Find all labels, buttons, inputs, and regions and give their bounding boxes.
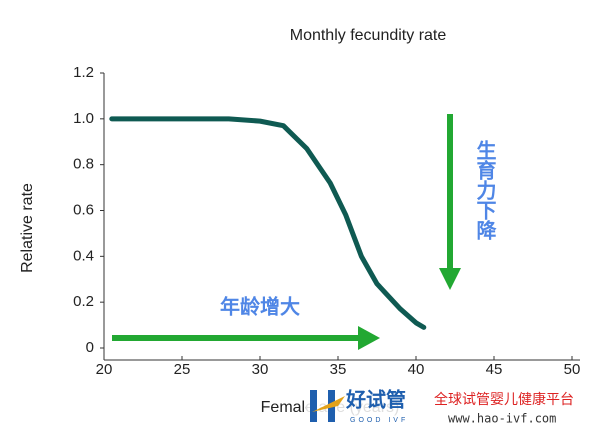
arrow-shaft [112, 335, 362, 341]
watermark-url: www.hao-ivf.com [448, 412, 556, 426]
x-tick-label: 45 [486, 361, 503, 378]
chart-title: Monthly fecundity rate [290, 27, 447, 44]
y-tick-label: 0.6 [73, 201, 94, 218]
watermark-bg [306, 392, 600, 428]
x-tick-label: 20 [96, 361, 113, 378]
watermark-logo [306, 390, 600, 428]
x-tick-label: 35 [330, 361, 347, 378]
y-tick-label: 0.4 [73, 247, 94, 264]
arrow-shaft [447, 114, 453, 274]
arrow-head [358, 326, 380, 350]
data-line [109, 116, 427, 330]
x-tick-label: 40 [408, 361, 425, 378]
x-tick-label: 30 [252, 361, 269, 378]
logo-bar [310, 390, 317, 422]
y-tick-label: 1.2 [73, 64, 94, 81]
x-tick-label: 25 [174, 361, 191, 378]
logo-swoosh [312, 396, 345, 412]
arrows [112, 114, 461, 350]
annotation: 年龄增大 [220, 295, 300, 319]
watermark-brand-en: GOOD IVF [350, 417, 408, 424]
y-tick-label: 0.2 [73, 293, 94, 310]
watermark-slogan: 全球试管婴儿健康平台 [434, 391, 574, 408]
y-tick-label: 1.0 [73, 110, 94, 127]
y-axis-label: Relative rate [19, 183, 36, 273]
annotation: 生育力下降 [473, 140, 497, 241]
arrow-head [439, 268, 461, 290]
y-tick-label: 0 [86, 339, 94, 356]
watermark-brand: 好试管 [345, 388, 406, 412]
x-tick-label: 50 [564, 361, 581, 378]
y-tick-label: 0.8 [73, 156, 94, 173]
